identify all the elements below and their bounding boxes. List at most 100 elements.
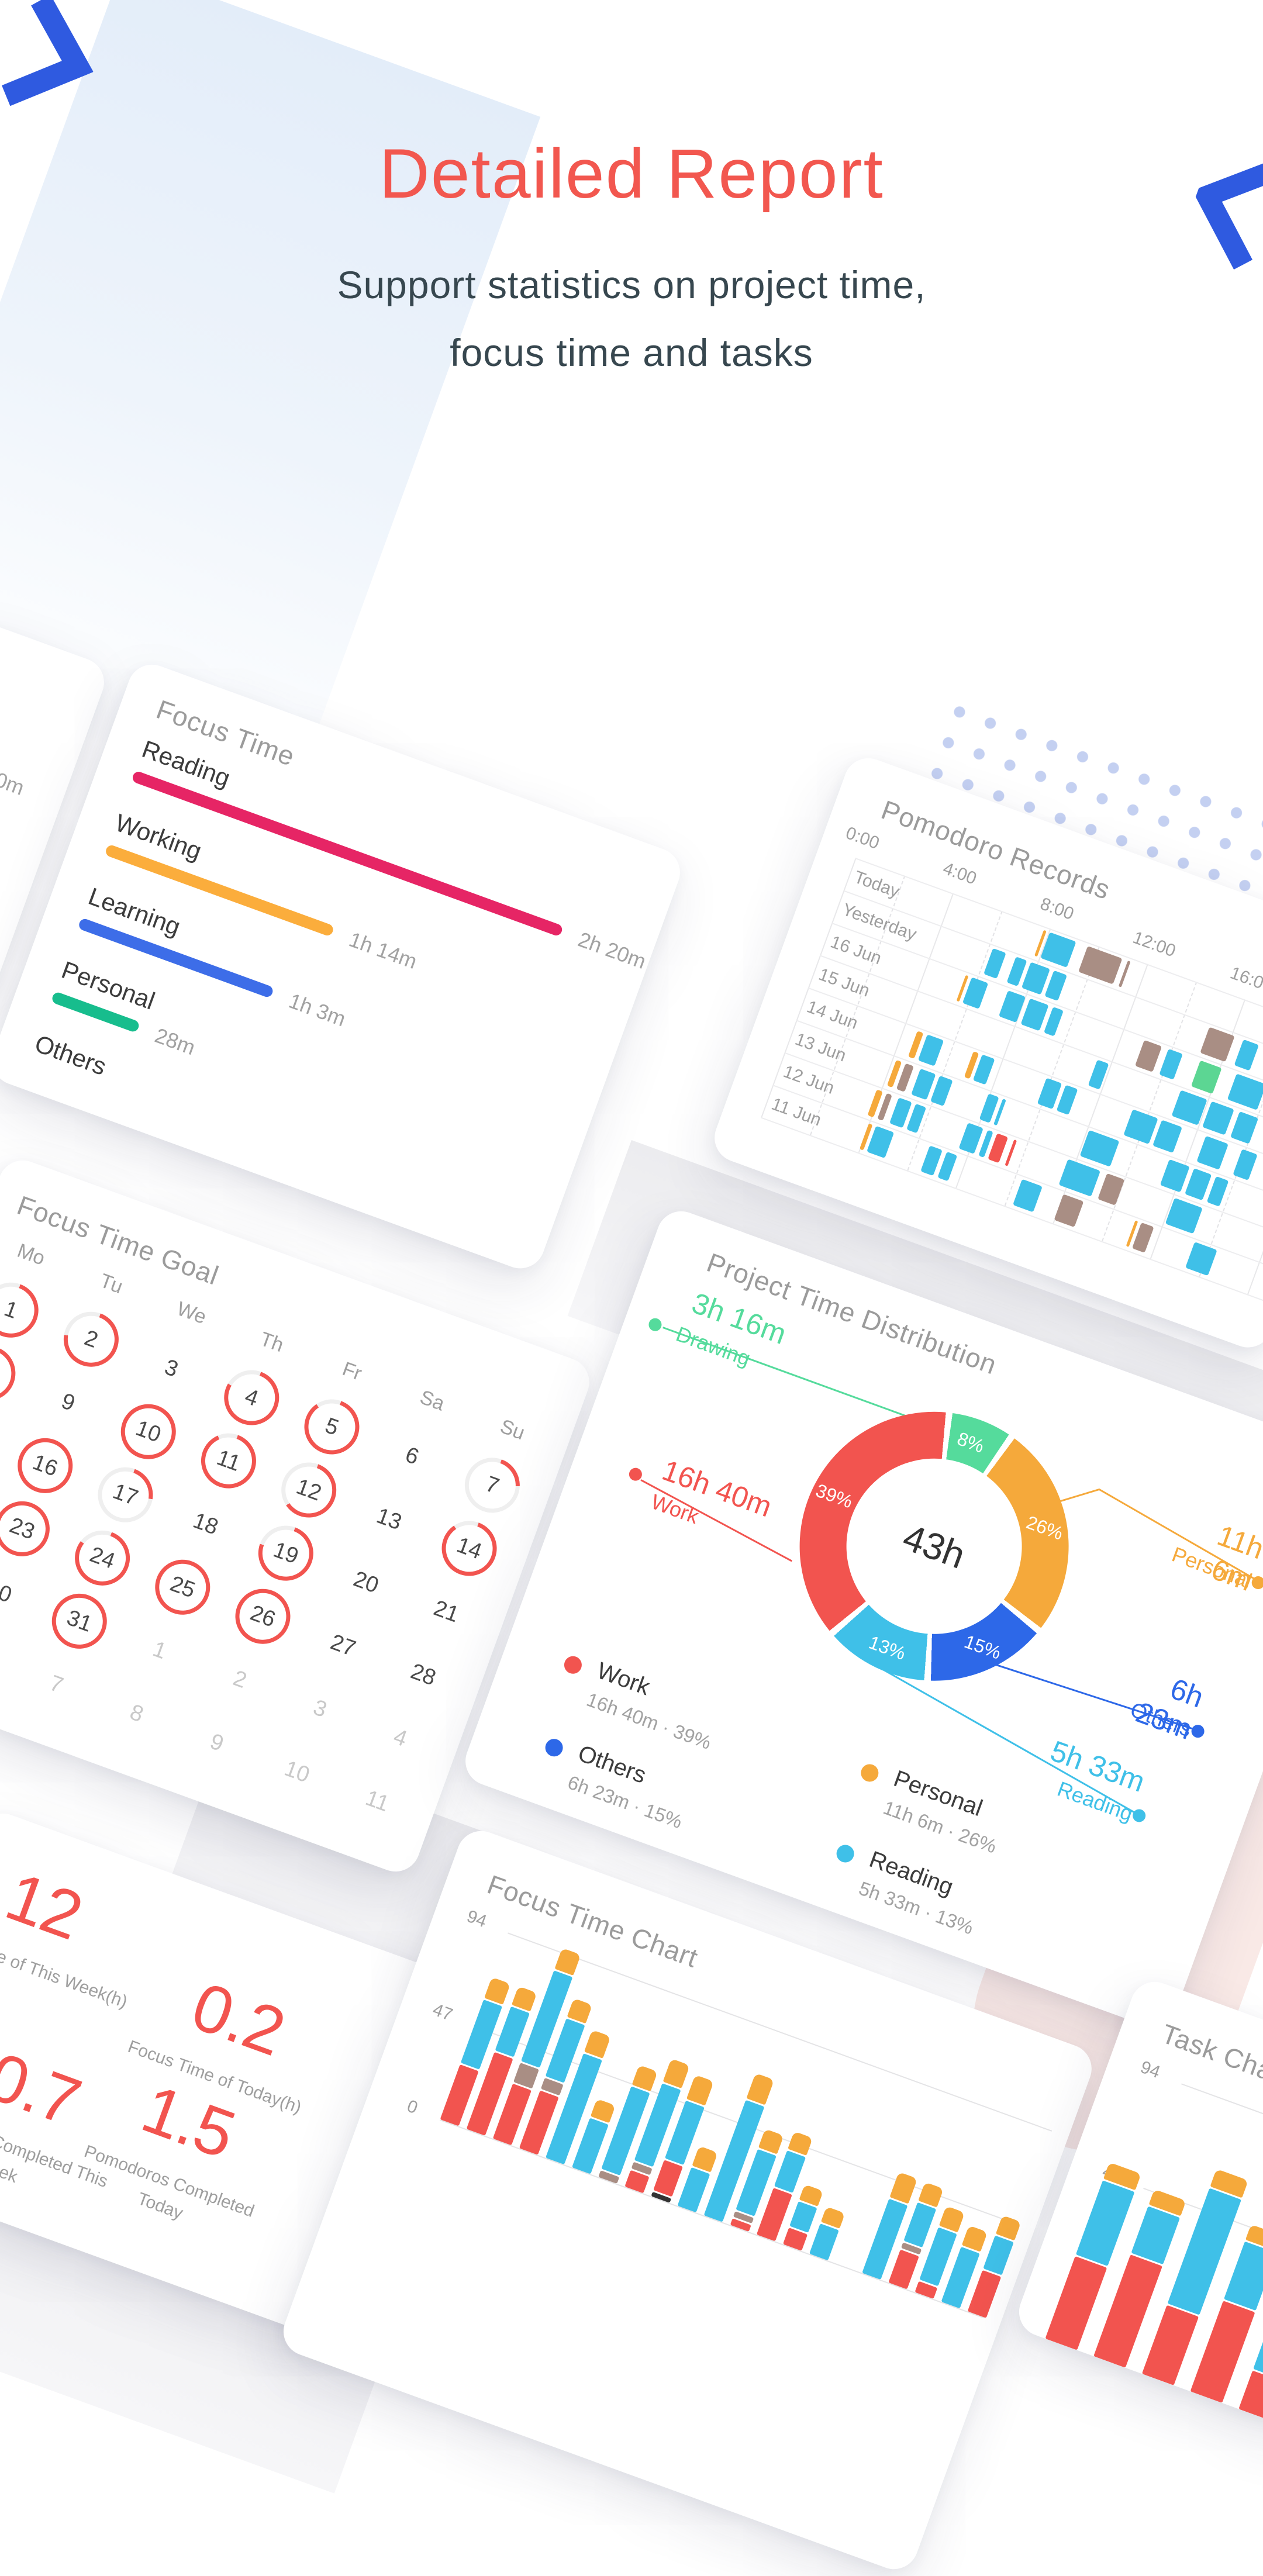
- calendar-day[interactable]: 28: [388, 1639, 458, 1710]
- pomodoro-block: [1020, 999, 1049, 1031]
- pomodoro-block: [1135, 1040, 1162, 1072]
- calendar-day[interactable]: 4: [216, 1362, 287, 1432]
- calendar-day[interactable]: 8: [101, 1679, 171, 1749]
- calendar-day-inner: 10: [118, 1401, 178, 1462]
- calendar-day[interactable]: 13: [354, 1484, 424, 1554]
- calendar-weekday: Th: [257, 1328, 287, 1357]
- stat-today-hours: 0.2: [182, 1967, 294, 2071]
- calendar-day-number: 31: [64, 1605, 95, 1637]
- chart-bar-segment: [1224, 2242, 1263, 2311]
- pomodoro-time-label: 12:00: [1130, 928, 1178, 962]
- calendar-day[interactable]: 2: [56, 1304, 126, 1374]
- calendar-day-number: 9: [207, 1729, 227, 1757]
- calendar-day-inner: 23: [0, 1499, 52, 1559]
- calendar-day-number: 7: [482, 1472, 503, 1500]
- calendar-day[interactable]: 27: [308, 1610, 378, 1680]
- calendar-day-number: 9: [58, 1389, 78, 1417]
- calendar-day[interactable]: 1: [0, 1275, 46, 1345]
- calendar-day[interactable]: 23: [0, 1494, 57, 1564]
- calendar-day[interactable]: 6: [377, 1421, 447, 1491]
- chart-gridline: [508, 1932, 1052, 2131]
- page-subtitle: Support statistics on project time, focu…: [0, 251, 1263, 386]
- pomodoro-block: [1022, 962, 1050, 995]
- focus-chart-title: Focus Time Chart: [483, 1869, 702, 1974]
- calendar-day[interactable]: 25: [147, 1552, 218, 1622]
- calendar-day[interactable]: 16: [10, 1431, 80, 1501]
- pomodoro-block: [1057, 1085, 1078, 1115]
- pomodoro-block: [1123, 1109, 1158, 1144]
- calendar-day[interactable]: 3: [136, 1333, 206, 1403]
- calendar-day-number: 4: [390, 1724, 410, 1752]
- focus-row-value: 28m: [151, 1023, 198, 1060]
- calendar-day[interactable]: 9: [33, 1368, 103, 1438]
- calendar-day[interactable]: 14: [434, 1513, 504, 1583]
- calendar-day-number: 5: [322, 1413, 342, 1441]
- pomodoro-block: [867, 1126, 894, 1158]
- calendar-day-number: 20: [350, 1566, 382, 1598]
- calendar-day[interactable]: 11: [194, 1425, 264, 1496]
- calendar-day[interactable]: 7: [457, 1450, 527, 1520]
- calendar-day[interactable]: 3: [285, 1673, 355, 1743]
- cut-card-value: 0m: [0, 767, 27, 800]
- calendar-day[interactable]: 2: [205, 1645, 275, 1715]
- calendar-day-number: 16: [29, 1449, 61, 1482]
- calendar-day[interactable]: 7: [21, 1649, 91, 1719]
- pomodoro-block: [1088, 1059, 1109, 1089]
- pomodoro-block: [1005, 1139, 1017, 1166]
- calendar-day-number: 28: [408, 1659, 439, 1691]
- calendar-day-number: 14: [453, 1532, 485, 1565]
- chart-bar-segment: [889, 2172, 917, 2204]
- calendar-day[interactable]: 17: [90, 1460, 160, 1530]
- calendar-day[interactable]: 21: [411, 1576, 481, 1646]
- chart-bar-segment: [653, 2160, 683, 2197]
- chart-bar-segment: [903, 2202, 936, 2247]
- calendar-day-number: 8: [126, 1700, 147, 1728]
- calendar-day-inner: 25: [153, 1557, 213, 1617]
- pomodoro-block: [1190, 1061, 1221, 1094]
- calendar-day-inner: 4: [222, 1368, 282, 1428]
- calendar-day-inner: 1: [0, 1280, 41, 1340]
- focus-row-label: Others: [31, 1030, 110, 1081]
- calendar-day[interactable]: 11: [342, 1766, 412, 1836]
- calendar-day-number: 27: [327, 1629, 358, 1662]
- calendar-day[interactable]: 6: [0, 1620, 11, 1690]
- calendar-day[interactable]: 20: [331, 1547, 401, 1617]
- calendar-day-number: 11: [213, 1445, 244, 1477]
- calendar-day[interactable]: 30: [0, 1557, 34, 1627]
- chart-bar-segment: [686, 2075, 714, 2106]
- pomodoro-time-label: 16:00: [1227, 963, 1263, 997]
- calendar-day[interactable]: 24: [67, 1523, 137, 1593]
- calendar-day[interactable]: 10: [262, 1737, 332, 1807]
- calendar-day-number: 23: [6, 1513, 38, 1545]
- calendar-day[interactable]: 18: [170, 1489, 240, 1559]
- chart-bar-segment: [1190, 2301, 1255, 2403]
- calendar-day[interactable]: 12: [274, 1455, 344, 1525]
- calendar-day-number: 10: [281, 1756, 313, 1788]
- chart-bar-segment: [983, 2236, 1013, 2275]
- calendar-day-inner: 24: [73, 1528, 133, 1589]
- pomodoro-time-label: 4:00: [940, 859, 979, 889]
- task-chart-title: Task Chart: [1158, 2018, 1263, 2093]
- calendar-day-number: 24: [87, 1542, 118, 1574]
- pomodoro-block: [1202, 1101, 1234, 1135]
- calendar-day[interactable]: 31: [44, 1586, 115, 1656]
- calendar-day[interactable]: 26: [227, 1581, 298, 1651]
- chart-bar-segment: [789, 2201, 817, 2233]
- calendar-day[interactable]: 4: [365, 1703, 435, 1773]
- pomodoro-row-label: 12 Jun: [781, 1062, 837, 1099]
- calendar-day[interactable]: 5: [296, 1391, 367, 1462]
- calendar-day[interactable]: 10: [113, 1396, 184, 1466]
- calendar-day-number: 30: [0, 1576, 15, 1608]
- chart-bar-segment: [746, 2073, 774, 2105]
- calendar-day[interactable]: 9: [182, 1708, 252, 1778]
- chart-gridline: [1181, 2083, 1263, 2182]
- calendar-day-number: 19: [270, 1537, 302, 1569]
- subtitle-line-1: Support statistics on project time,: [0, 251, 1263, 319]
- calendar-day[interactable]: 8: [0, 1338, 23, 1408]
- calendar-weekday: We: [174, 1297, 209, 1329]
- calendar-day[interactable]: 19: [251, 1518, 321, 1588]
- calendar-day[interactable]: 1: [125, 1615, 195, 1686]
- calendar-day-number: 13: [373, 1503, 405, 1535]
- pomodoro-block: [1234, 1040, 1259, 1071]
